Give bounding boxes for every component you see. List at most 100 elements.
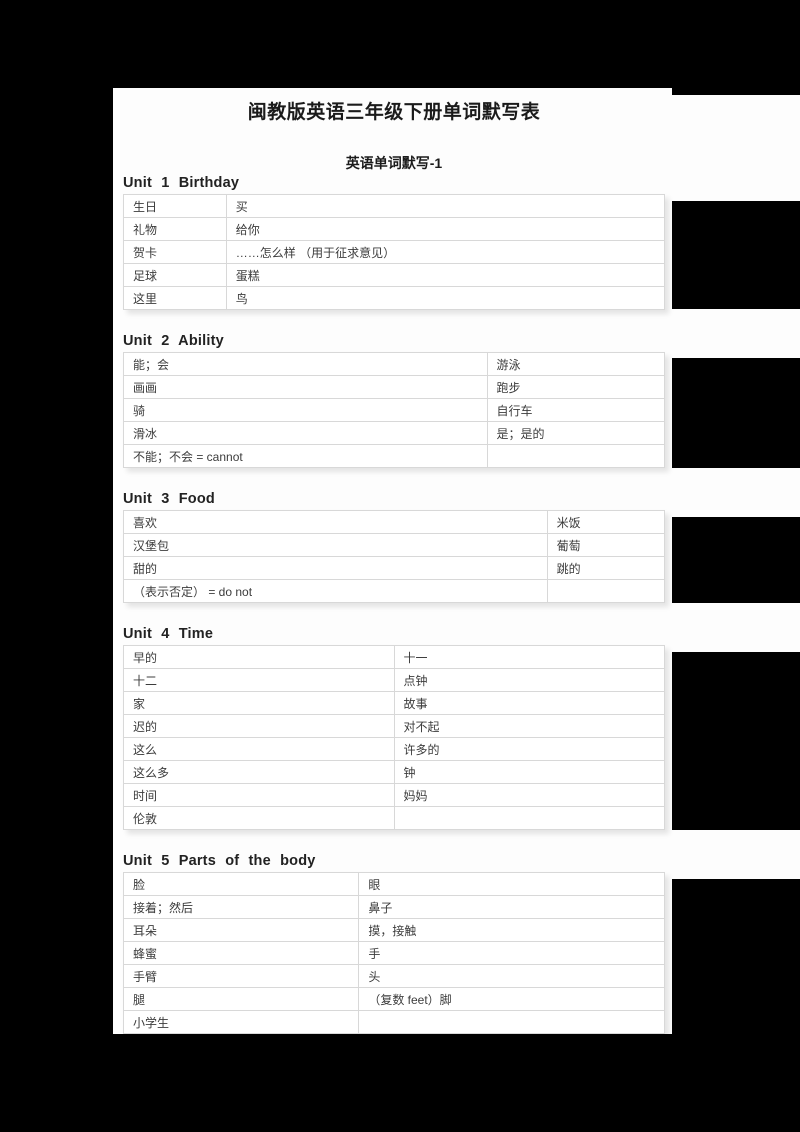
document-subtitle: 英语单词默写-1 xyxy=(345,155,443,171)
term-cell: 接着；然后 xyxy=(122,895,360,919)
table-row: 伦敦 xyxy=(123,806,665,830)
table-row: 生日买 xyxy=(123,194,666,218)
table-row: 甜的 跳的 xyxy=(123,556,666,580)
table-row: 喜欢 米饭 xyxy=(123,510,666,534)
term-cell: 十二 xyxy=(123,668,395,692)
definition-cell: ……怎么样 （用于征求意见） xyxy=(225,240,666,264)
table-row: 这里鸟 xyxy=(123,286,666,310)
document-title: 闽教版英语三年级下册单词默写表 xyxy=(247,102,541,123)
unit-section: Unit 5 Parts of the body 脸眼接着；然后 鼻子 耳朵 摸，接触… xyxy=(122,853,665,1034)
page-gap-strip xyxy=(671,468,800,517)
definition-cell: 是；是的 xyxy=(486,421,666,445)
table-row: 脸眼 xyxy=(122,872,665,896)
table-row: 小学生 xyxy=(122,1010,665,1034)
term-cell: 这么 xyxy=(123,737,395,761)
table-row: 能；会 游泳 xyxy=(123,352,666,376)
term-cell: 腿 xyxy=(122,987,360,1011)
term-cell: 脸 xyxy=(122,872,360,896)
definition-cell: 游泳 xyxy=(486,352,666,376)
term-cell: 伦敦 xyxy=(123,806,395,830)
term-cell: 耳朵 xyxy=(122,918,360,942)
term-cell: 骑 xyxy=(123,398,488,422)
definition-cell: 葡萄 xyxy=(546,533,666,557)
table-row: 手臂头 xyxy=(122,964,665,988)
vocabulary-table: 能；会 游泳 画画 跑步骑自行车 滑冰 是；是的 不能；不会 = cannot xyxy=(123,352,666,468)
table-row: 骑自行车 xyxy=(123,398,666,422)
definition-cell: 摸，接触 xyxy=(358,918,665,942)
term-cell: 家 xyxy=(123,691,395,715)
vocabulary-table: 早的 十一 十二 点钟家故事 迟的 对不起 这么 许多的 这么多钟时间 妈妈 伦敦 xyxy=(123,645,665,830)
term-cell: 喜欢 xyxy=(123,510,548,534)
vocabulary-table: 生日买礼物 给你 贺卡 ……怎么样 （用于征求意见） 足球 蛋糕 这里鸟 xyxy=(123,194,666,310)
definition-cell: （复数 feet）脚 xyxy=(358,987,665,1011)
definition-cell xyxy=(358,1010,665,1034)
table-row: 耳朵 摸，接触 xyxy=(122,918,665,942)
term-cell: 画画 xyxy=(123,375,488,399)
definition-cell: 眼 xyxy=(358,872,665,896)
unit-section: Unit 2 Ability 能；会 游泳 画画 跑步骑自行车 滑冰 是；是的 不能；不会 … xyxy=(123,333,666,468)
definition-cell: 妈妈 xyxy=(393,783,665,807)
definition-cell: 买 xyxy=(225,194,666,218)
table-row: 蜂蜜手 xyxy=(122,941,665,965)
definition-cell: 点钟 xyxy=(393,668,665,692)
table-row: 早的 十一 xyxy=(123,645,665,669)
unit-header: Unit 3 Food xyxy=(123,491,215,507)
vocabulary-table: 喜欢 米饭 汉堡包 葡萄 甜的 跳的 （表示否定） = do not xyxy=(123,510,666,603)
table-row: 时间 妈妈 xyxy=(123,783,665,807)
table-row: 十二 点钟 xyxy=(123,668,665,692)
definition-cell: 米饭 xyxy=(546,510,666,534)
table-row: 这么多钟 xyxy=(123,760,665,784)
page-gap-strip xyxy=(671,603,800,652)
term-cell: 这里 xyxy=(123,286,227,310)
table-row: 迟的 对不起 xyxy=(123,714,665,738)
definition-cell: 手 xyxy=(358,941,665,965)
term-cell: 蜂蜜 xyxy=(122,941,360,965)
unit-section: Unit 4 Time 早的 十一 十二 点钟家故事 迟的 对不起 这么 许多的 这么多钟时间妈… xyxy=(123,626,665,830)
units: Unit 1 Birthday 生日买礼物 给你 贺卡 ……怎么样 （用于征求意见）足… xyxy=(122,175,666,1034)
unit-header: Unit 4 Time xyxy=(123,626,214,642)
term-cell: 这么多 xyxy=(123,760,395,784)
table-row: 滑冰 是；是的 xyxy=(123,421,666,445)
definition-cell: 十一 xyxy=(393,645,665,669)
document-page: 闽教版英语三年级下册单词默写表 英语单词默写-1 Unit 1 Birthday… xyxy=(113,88,672,1034)
unit-header: Unit 5 Parts of the body xyxy=(123,853,316,869)
term-cell: 迟的 xyxy=(123,714,395,738)
term-cell: 时间 xyxy=(123,783,395,807)
page-gap-strip xyxy=(671,95,800,201)
term-cell: 甜的 xyxy=(123,556,548,580)
table-row: 画画 跑步 xyxy=(123,375,666,399)
table-row: 贺卡 ……怎么样 （用于征求意见） xyxy=(123,240,666,264)
vocabulary-table: 脸眼接着；然后 鼻子 耳朵 摸，接触 蜂蜜手手臂头腿（复数 feet）脚 小学生 xyxy=(122,872,665,1034)
table-row: 礼物 给你 xyxy=(123,217,666,241)
definition-cell: 对不起 xyxy=(393,714,665,738)
definition-cell: 头 xyxy=(358,964,665,988)
definition-cell: 跑步 xyxy=(486,375,666,399)
term-cell: 滑冰 xyxy=(123,421,488,445)
page-gap-strip xyxy=(671,309,800,358)
definition-cell: 鸟 xyxy=(225,286,666,310)
table-row: 汉堡包 葡萄 xyxy=(123,533,666,557)
definition-cell: 钟 xyxy=(393,760,665,784)
term-cell: （表示否定） = do not xyxy=(123,579,548,603)
term-cell: 不能；不会 = cannot xyxy=(123,444,488,468)
definition-cell: 跳的 xyxy=(546,556,666,580)
table-row: 接着；然后 鼻子 xyxy=(122,895,665,919)
table-row: （表示否定） = do not xyxy=(123,579,666,603)
table-row: 足球 蛋糕 xyxy=(123,263,666,287)
term-cell: 足球 xyxy=(123,263,227,287)
definition-cell xyxy=(393,806,665,830)
unit-section: Unit 1 Birthday 生日买礼物 给你 贺卡 ……怎么样 （用于征求意见）足… xyxy=(123,175,666,310)
table-row: 这么 许多的 xyxy=(123,737,665,761)
unit-header: Unit 1 Birthday xyxy=(123,175,240,191)
unit-section: Unit 3 Food 喜欢 米饭 汉堡包 葡萄 甜的 跳的 （表示否定） = do not xyxy=(123,491,666,603)
definition-cell: 故事 xyxy=(393,691,665,715)
term-cell: 礼物 xyxy=(123,217,227,241)
term-cell: 手臂 xyxy=(122,964,360,988)
definition-cell xyxy=(486,444,666,468)
term-cell: 能；会 xyxy=(123,352,488,376)
term-cell: 小学生 xyxy=(122,1010,360,1034)
definition-cell: 自行车 xyxy=(486,398,666,422)
term-cell: 生日 xyxy=(123,194,227,218)
definition-cell xyxy=(546,579,666,603)
